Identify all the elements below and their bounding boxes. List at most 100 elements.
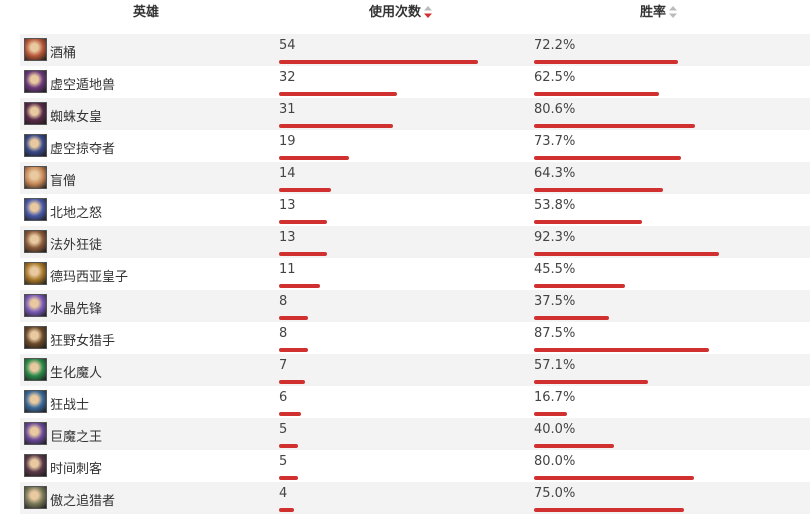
table-row[interactable]: 傲之追猎者 4 75.0% xyxy=(20,482,810,514)
hero-name[interactable]: 虚空遁地兽 xyxy=(50,78,116,93)
table-row[interactable]: 德玛西亚皇子 11 45.5% xyxy=(20,258,810,290)
uses-bar xyxy=(279,412,301,416)
uses-count: 5 xyxy=(279,454,288,469)
uses-count: 31 xyxy=(279,102,296,117)
hero-name[interactable]: 时间刺客 xyxy=(50,462,103,477)
hero-name[interactable]: 生化魔人 xyxy=(50,366,103,381)
win-rate-bar xyxy=(534,220,642,224)
hero-name[interactable]: 虚空掠夺者 xyxy=(50,142,116,157)
uses-bar xyxy=(279,124,393,128)
table-header: 英雄 使用次数 胜率 xyxy=(0,0,810,24)
column-header-uses-label: 使用次数 xyxy=(369,5,422,20)
win-rate: 62.5% xyxy=(534,70,576,85)
uses-count: 7 xyxy=(279,358,288,373)
uses-bar xyxy=(279,92,397,96)
hero-avatar-icon[interactable] xyxy=(24,262,47,285)
hero-avatar-icon[interactable] xyxy=(24,38,47,61)
table-row[interactable]: 北地之怒 13 53.8% xyxy=(20,194,810,226)
table-row[interactable]: 酒桶 54 72.2% xyxy=(20,34,810,66)
uses-bar xyxy=(279,156,349,160)
hero-name[interactable]: 傲之追猎者 xyxy=(50,494,116,509)
uses-bar xyxy=(279,508,294,512)
column-header-hero-label: 英雄 xyxy=(133,5,160,20)
hero-avatar-icon[interactable] xyxy=(24,134,47,157)
hero-avatar-icon[interactable] xyxy=(24,486,47,509)
table-row[interactable]: 巨魔之王 5 40.0% xyxy=(20,418,810,450)
sort-desc-icon[interactable] xyxy=(424,6,433,18)
uses-bar xyxy=(279,348,308,352)
win-rate: 53.8% xyxy=(534,198,576,213)
uses-count: 8 xyxy=(279,326,288,341)
uses-count: 32 xyxy=(279,70,296,85)
win-rate-bar xyxy=(534,60,678,64)
table-row[interactable]: 盲僧 14 64.3% xyxy=(20,162,810,194)
uses-count: 54 xyxy=(279,38,296,53)
win-rate: 72.2% xyxy=(534,38,576,53)
win-rate-bar xyxy=(534,508,684,512)
win-rate: 64.3% xyxy=(534,166,576,181)
hero-name[interactable]: 北地之怒 xyxy=(50,206,103,221)
win-rate: 73.7% xyxy=(534,134,576,149)
hero-name[interactable]: 蜘蛛女皇 xyxy=(50,110,103,125)
hero-name[interactable]: 狂战士 xyxy=(50,398,90,413)
hero-name[interactable]: 酒桶 xyxy=(50,46,77,61)
hero-avatar-icon[interactable] xyxy=(24,422,47,445)
column-header-rate[interactable]: 胜率 xyxy=(640,1,678,20)
uses-count: 13 xyxy=(279,198,296,213)
table-row[interactable]: 狂战士 6 16.7% xyxy=(20,386,810,418)
uses-bar xyxy=(279,380,305,384)
table-row[interactable]: 生化魔人 7 57.1% xyxy=(20,354,810,386)
hero-avatar-icon[interactable] xyxy=(24,454,47,477)
hero-avatar-icon[interactable] xyxy=(24,326,47,349)
uses-count: 5 xyxy=(279,422,288,437)
hero-avatar-icon[interactable] xyxy=(24,294,47,317)
win-rate-bar xyxy=(534,316,609,320)
uses-count: 4 xyxy=(279,486,288,501)
hero-name[interactable]: 水晶先锋 xyxy=(50,302,103,317)
uses-count: 13 xyxy=(279,230,296,245)
win-rate: 16.7% xyxy=(534,390,576,405)
column-header-hero: 英雄 xyxy=(133,1,159,20)
hero-avatar-icon[interactable] xyxy=(24,70,47,93)
uses-count: 19 xyxy=(279,134,296,149)
hero-name[interactable]: 盲僧 xyxy=(50,174,77,189)
win-rate-bar xyxy=(534,252,719,256)
hero-avatar-icon[interactable] xyxy=(24,358,47,381)
win-rate: 45.5% xyxy=(534,262,576,277)
win-rate: 92.3% xyxy=(534,230,576,245)
table-row[interactable]: 蜘蛛女皇 31 80.6% xyxy=(20,98,810,130)
sort-icon[interactable] xyxy=(669,6,678,18)
table-row[interactable]: 虚空遁地兽 32 62.5% xyxy=(20,66,810,98)
uses-bar xyxy=(279,252,327,256)
uses-count: 6 xyxy=(279,390,288,405)
hero-name[interactable]: 狂野女猎手 xyxy=(50,334,116,349)
win-rate: 37.5% xyxy=(534,294,576,309)
win-rate-bar xyxy=(534,412,567,416)
column-header-uses[interactable]: 使用次数 xyxy=(369,1,433,20)
hero-name[interactable]: 德玛西亚皇子 xyxy=(50,270,129,285)
uses-bar xyxy=(279,444,298,448)
table-row[interactable]: 时间刺客 5 80.0% xyxy=(20,450,810,482)
uses-bar xyxy=(279,316,308,320)
hero-avatar-icon[interactable] xyxy=(24,102,47,125)
win-rate: 40.0% xyxy=(534,422,576,437)
hero-avatar-icon[interactable] xyxy=(24,198,47,221)
hero-name[interactable]: 法外狂徒 xyxy=(50,238,103,253)
table-row[interactable]: 法外狂徒 13 92.3% xyxy=(20,226,810,258)
hero-avatar-icon[interactable] xyxy=(24,230,47,253)
uses-count: 14 xyxy=(279,166,296,181)
win-rate: 75.0% xyxy=(534,486,576,501)
hero-avatar-icon[interactable] xyxy=(24,390,47,413)
uses-bar xyxy=(279,476,298,480)
win-rate: 57.1% xyxy=(534,358,576,373)
win-rate: 87.5% xyxy=(534,326,576,341)
win-rate-bar xyxy=(534,476,694,480)
win-rate-bar xyxy=(534,380,648,384)
table-row[interactable]: 水晶先锋 8 37.5% xyxy=(20,290,810,322)
table-row[interactable]: 狂野女猎手 8 87.5% xyxy=(20,322,810,354)
table-row[interactable]: 虚空掠夺者 19 73.7% xyxy=(20,130,810,162)
win-rate-bar xyxy=(534,348,709,352)
uses-bar xyxy=(279,220,327,224)
hero-avatar-icon[interactable] xyxy=(24,166,47,189)
hero-name[interactable]: 巨魔之王 xyxy=(50,430,103,445)
